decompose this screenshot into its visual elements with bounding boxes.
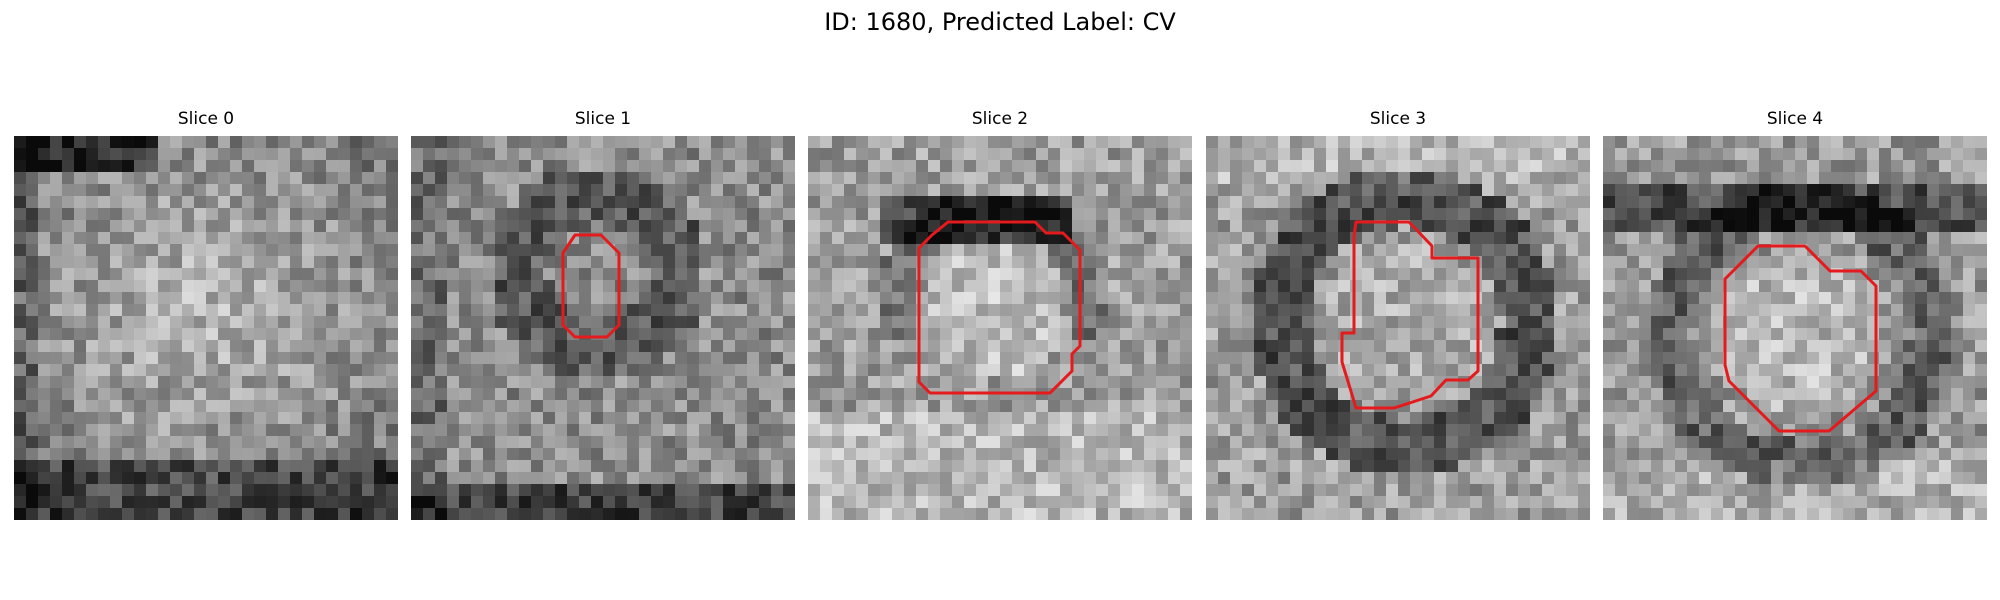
slice-image-4	[1603, 136, 1987, 520]
slice-panel-0: Slice 0	[14, 108, 398, 520]
contour-outline	[917, 220, 1082, 395]
slice-panel-2: Slice 2	[808, 108, 1192, 520]
slice-title-3: Slice 3	[1369, 109, 1427, 129]
contour-outline	[1723, 244, 1878, 433]
slice-panel-1: Slice 1	[411, 108, 795, 520]
slice-title-4: Slice 4	[1766, 109, 1824, 129]
slice-title-1: Slice 1	[574, 109, 632, 129]
slice-panel-4: Slice 4	[1603, 108, 1987, 520]
contour-outline	[1340, 220, 1480, 410]
slice-image-1	[411, 136, 795, 520]
slice-pixels-1	[411, 136, 795, 520]
figure-title: ID: 1680, Predicted Label: CV	[824, 8, 1176, 36]
slice-title-2: Slice 2	[971, 109, 1029, 129]
slice-image-0	[14, 136, 398, 520]
slice-pixels-0	[14, 136, 398, 520]
slice-panel-3: Slice 3	[1206, 108, 1590, 520]
contour-outline	[561, 233, 621, 339]
slice-pixels-2	[808, 136, 1192, 520]
slice-title-0: Slice 0	[177, 109, 235, 129]
slice-image-2	[808, 136, 1192, 520]
slice-pixels-3	[1206, 136, 1590, 520]
slice-pixels-4	[1603, 136, 1987, 520]
slice-image-3	[1206, 136, 1590, 520]
